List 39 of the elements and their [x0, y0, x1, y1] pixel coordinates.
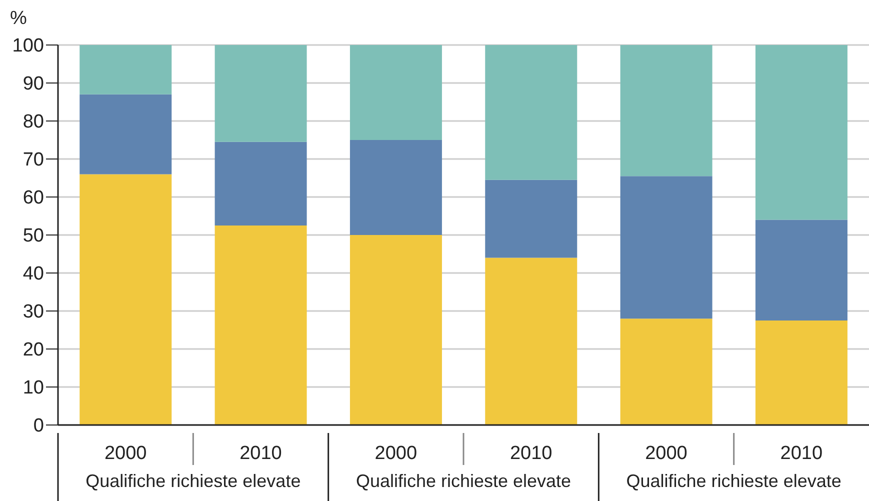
y-tick-label: 20 — [22, 340, 44, 361]
bar — [620, 176, 712, 319]
x-tick-label: 2010 — [780, 443, 823, 464]
bar — [350, 140, 442, 235]
bar — [214, 142, 307, 226]
bar — [214, 45, 307, 142]
bar — [755, 45, 848, 220]
bar — [755, 220, 848, 320]
bar — [755, 320, 848, 425]
x-tick-label: 2000 — [374, 443, 418, 464]
bar — [80, 94, 172, 174]
bar — [350, 235, 442, 425]
bar — [485, 258, 578, 425]
y-tick-label: 40 — [22, 264, 44, 285]
x-tick-label: 2000 — [645, 443, 688, 464]
text: Qualifiche richieste elevate — [626, 471, 842, 491]
bar — [80, 174, 172, 425]
bar — [350, 45, 442, 140]
x-tick-label: 2010 — [510, 443, 552, 464]
bar — [485, 180, 578, 258]
y-tick-label: 90 — [22, 74, 44, 95]
text: Qualifiche richieste elevate — [86, 471, 301, 491]
y-tick-label: 70 — [22, 150, 44, 171]
bar — [485, 45, 578, 180]
x-tick-label: 2000 — [104, 443, 147, 464]
y-axis-title: % — [10, 8, 27, 29]
y-tick-label: 0 — [33, 416, 44, 437]
y-tick-label: 100 — [12, 36, 44, 57]
y-tick-label: 80 — [22, 112, 44, 133]
y-tick-label: 60 — [22, 188, 44, 209]
y-tick-label: 30 — [22, 302, 44, 323]
bar — [214, 226, 307, 425]
y-tick-label: 50 — [22, 226, 44, 247]
bar — [80, 45, 172, 94]
y-tick-label: 10 — [22, 378, 44, 399]
text: Qualifiche richieste elevate — [356, 471, 572, 491]
x-tick-label: 2010 — [240, 443, 282, 464]
bar — [620, 318, 712, 425]
bar — [620, 45, 712, 176]
